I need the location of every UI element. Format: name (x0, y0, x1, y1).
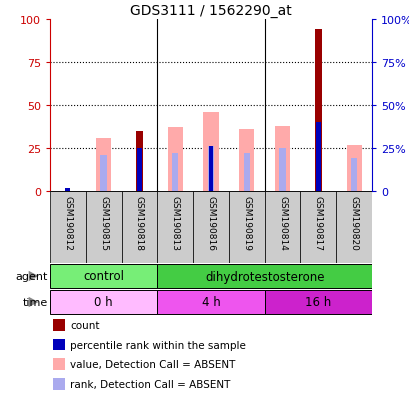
Bar (243, 154, 249, 192)
Polygon shape (29, 297, 38, 307)
Text: count: count (70, 320, 99, 330)
Text: control: control (83, 270, 124, 283)
Bar (335, 192, 371, 263)
Bar (50, 264, 157, 289)
Bar (96, 138, 111, 192)
Text: percentile rank within the sample: percentile rank within the sample (70, 340, 245, 350)
Bar (53, 358, 65, 370)
Bar (274, 126, 289, 192)
Text: GSM190815: GSM190815 (99, 195, 108, 250)
Text: GSM190812: GSM190812 (63, 195, 72, 250)
Bar (85, 192, 121, 263)
Bar (264, 290, 371, 315)
Bar (157, 264, 371, 289)
Text: GSM190814: GSM190814 (277, 195, 286, 250)
Bar (136, 131, 142, 192)
Text: GSM190820: GSM190820 (349, 195, 358, 250)
Bar (53, 378, 65, 390)
Bar (279, 149, 285, 192)
Text: 16 h: 16 h (304, 296, 330, 309)
Bar (239, 130, 254, 192)
Bar (315, 123, 320, 192)
Text: time: time (22, 297, 48, 307)
Bar (172, 154, 178, 192)
Bar (53, 319, 65, 331)
Text: GSM190813: GSM190813 (170, 195, 179, 250)
Bar (264, 192, 300, 263)
Bar (315, 30, 321, 192)
Text: 4 h: 4 h (201, 296, 220, 309)
Text: GSM190817: GSM190817 (313, 195, 322, 250)
Bar (346, 145, 361, 192)
Text: agent: agent (16, 271, 48, 281)
Bar (300, 192, 335, 263)
Bar (350, 159, 357, 192)
Bar (65, 188, 70, 192)
Bar (193, 192, 228, 263)
Text: dihydrotestosterone: dihydrotestosterone (204, 270, 324, 283)
Bar (157, 290, 264, 315)
Bar (207, 147, 213, 192)
Bar (53, 339, 65, 350)
Bar (208, 147, 213, 192)
Text: value, Detection Call = ABSENT: value, Detection Call = ABSENT (70, 359, 235, 369)
Text: GSM190816: GSM190816 (206, 195, 215, 250)
Polygon shape (29, 271, 38, 282)
Text: GSM190819: GSM190819 (242, 195, 251, 250)
Bar (167, 128, 182, 192)
Bar (50, 192, 85, 263)
Bar (228, 192, 264, 263)
Bar (203, 113, 218, 192)
Bar (121, 192, 157, 263)
Text: GSM190818: GSM190818 (135, 195, 144, 250)
Bar (50, 290, 157, 315)
Bar (137, 149, 142, 192)
Bar (100, 156, 107, 192)
Bar (157, 192, 193, 263)
Text: rank, Detection Call = ABSENT: rank, Detection Call = ABSENT (70, 379, 230, 389)
Text: 0 h: 0 h (94, 296, 113, 309)
Title: GDS3111 / 1562290_at: GDS3111 / 1562290_at (130, 4, 291, 17)
